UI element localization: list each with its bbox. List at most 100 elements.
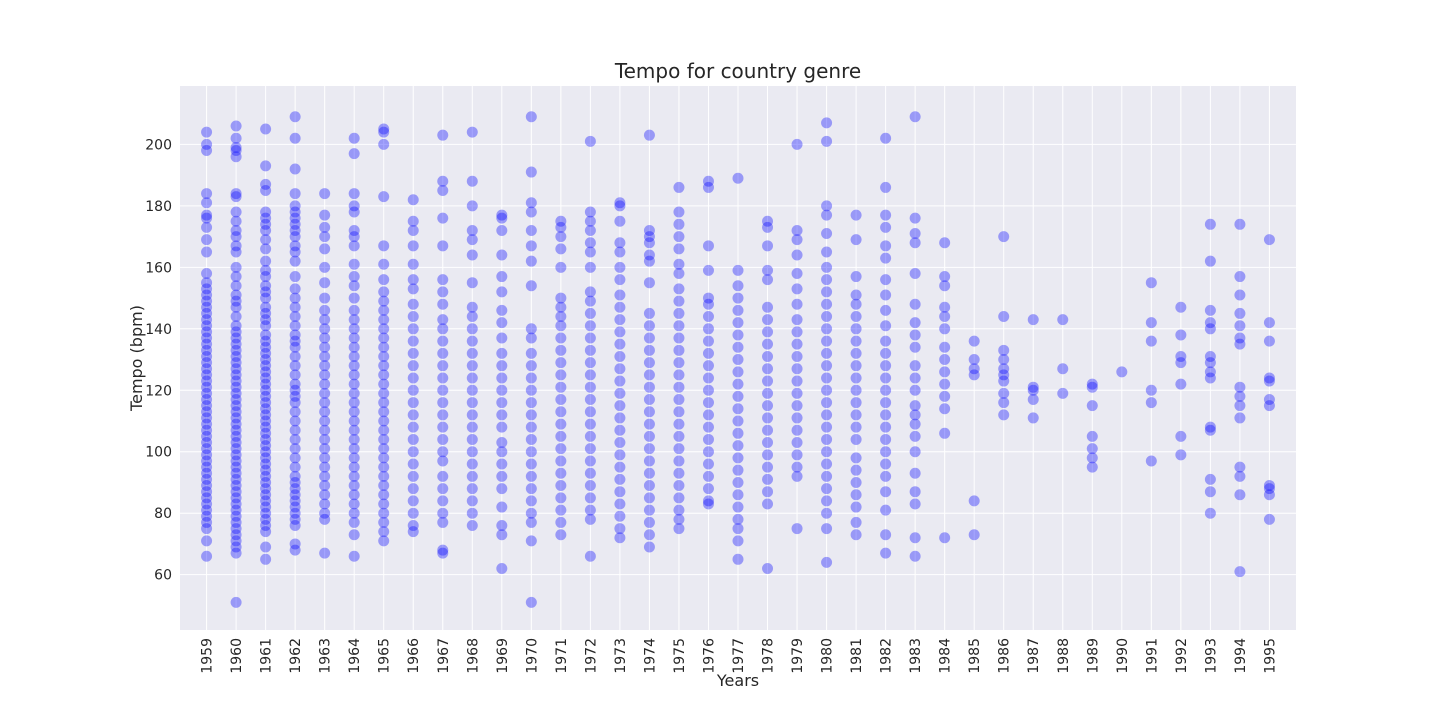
- data-point: [821, 335, 833, 347]
- data-point: [201, 295, 213, 307]
- data-point: [584, 418, 596, 430]
- data-point: [1234, 390, 1246, 402]
- data-point: [614, 412, 626, 424]
- x-tick-label: 1994: [1233, 638, 1249, 674]
- data-point: [909, 409, 921, 421]
- data-point: [643, 277, 655, 289]
- data-point: [555, 221, 567, 233]
- data-point: [702, 298, 714, 310]
- data-point: [850, 347, 862, 359]
- data-point: [1234, 307, 1246, 319]
- data-point: [466, 234, 478, 246]
- data-point: [762, 498, 774, 510]
- data-point: [201, 473, 213, 485]
- data-point: [909, 532, 921, 544]
- data-point: [348, 323, 360, 335]
- data-point: [260, 378, 272, 390]
- data-point: [555, 261, 567, 273]
- data-point: [614, 237, 626, 249]
- data-point: [378, 314, 390, 326]
- x-tick-label: 1980: [820, 638, 836, 674]
- data-point: [1057, 314, 1069, 326]
- data-point: [525, 384, 537, 396]
- data-point: [1204, 317, 1216, 329]
- data-point: [850, 298, 862, 310]
- data-point: [762, 473, 774, 485]
- data-point: [289, 513, 301, 525]
- data-point: [791, 267, 803, 279]
- data-point: [201, 418, 213, 430]
- data-point: [378, 360, 390, 372]
- data-point: [230, 473, 242, 485]
- data-point: [378, 433, 390, 445]
- x-tick-label: 1964: [347, 638, 363, 674]
- data-point: [378, 535, 390, 547]
- data-point: [407, 194, 419, 206]
- data-point: [702, 384, 714, 396]
- data-point: [1145, 384, 1157, 396]
- data-point: [260, 440, 272, 452]
- data-point: [555, 418, 567, 430]
- data-point: [939, 280, 951, 292]
- x-tick-label: 1974: [642, 638, 658, 674]
- data-point: [348, 332, 360, 344]
- data-point: [584, 369, 596, 381]
- data-point: [1234, 320, 1246, 332]
- data-point: [732, 513, 744, 525]
- data-point: [643, 504, 655, 516]
- data-point: [201, 332, 213, 344]
- data-point: [880, 274, 892, 286]
- data-point: [466, 323, 478, 335]
- data-point: [525, 409, 537, 421]
- data-point: [555, 311, 567, 323]
- data-point: [643, 320, 655, 332]
- data-point: [230, 363, 242, 375]
- data-point: [1027, 384, 1039, 396]
- data-point: [289, 397, 301, 409]
- data-point: [201, 126, 213, 138]
- data-point: [614, 338, 626, 350]
- data-point: [584, 455, 596, 467]
- data-point: [939, 378, 951, 390]
- data-point: [762, 424, 774, 436]
- data-point: [230, 381, 242, 393]
- data-point: [230, 498, 242, 510]
- data-point: [555, 344, 567, 356]
- data-point: [791, 437, 803, 449]
- data-point: [201, 234, 213, 246]
- data-point: [378, 332, 390, 344]
- data-point: [260, 329, 272, 341]
- data-point: [850, 501, 862, 513]
- data-point: [289, 271, 301, 283]
- data-point: [230, 261, 242, 273]
- data-point: [821, 200, 833, 212]
- data-point: [880, 289, 892, 301]
- data-point: [260, 307, 272, 319]
- data-point: [850, 489, 862, 501]
- data-point: [821, 409, 833, 421]
- data-point: [407, 446, 419, 458]
- data-point: [407, 283, 419, 295]
- x-tick-label: 1991: [1144, 638, 1160, 674]
- data-point: [496, 347, 508, 359]
- data-point: [496, 372, 508, 384]
- data-point: [260, 271, 272, 283]
- data-point: [880, 252, 892, 264]
- data-point: [584, 237, 596, 249]
- data-point: [319, 188, 331, 200]
- data-point: [732, 501, 744, 513]
- data-point: [673, 513, 685, 525]
- data-point: [319, 378, 331, 390]
- data-point: [378, 350, 390, 362]
- data-point: [201, 480, 213, 492]
- data-point: [850, 335, 862, 347]
- data-point: [378, 323, 390, 335]
- data-point: [201, 289, 213, 301]
- data-point: [909, 418, 921, 430]
- data-point: [732, 403, 744, 415]
- data-point: [732, 440, 744, 452]
- data-point: [378, 240, 390, 252]
- data-point: [289, 406, 301, 418]
- data-point: [762, 326, 774, 338]
- data-point: [319, 243, 331, 255]
